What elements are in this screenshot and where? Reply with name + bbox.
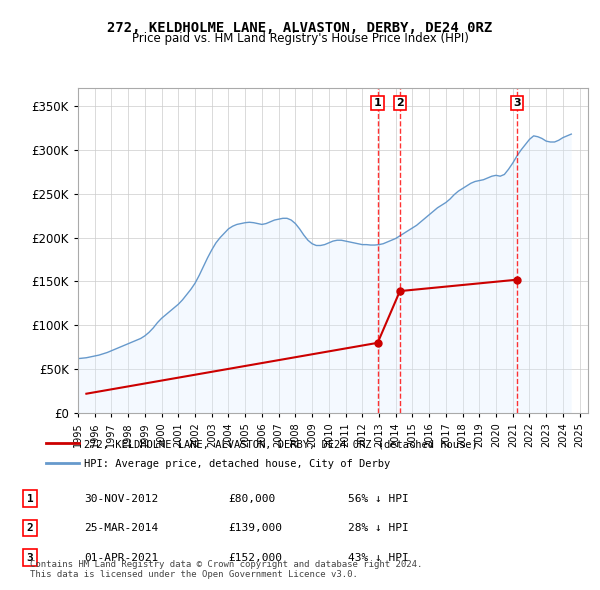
- Text: 3: 3: [513, 98, 521, 108]
- Text: 56% ↓ HPI: 56% ↓ HPI: [348, 494, 409, 503]
- Text: £152,000: £152,000: [228, 553, 282, 562]
- Text: 1: 1: [26, 494, 34, 503]
- Text: 43% ↓ HPI: 43% ↓ HPI: [348, 553, 409, 562]
- Text: 272, KELDHOLME LANE, ALVASTON, DERBY, DE24 0RZ: 272, KELDHOLME LANE, ALVASTON, DERBY, DE…: [107, 21, 493, 35]
- Text: 3: 3: [26, 553, 34, 562]
- Text: £80,000: £80,000: [228, 494, 275, 503]
- Text: 01-APR-2021: 01-APR-2021: [84, 553, 158, 562]
- Text: 25-MAR-2014: 25-MAR-2014: [84, 523, 158, 533]
- Text: 2: 2: [396, 98, 404, 108]
- Text: HPI: Average price, detached house, City of Derby: HPI: Average price, detached house, City…: [84, 460, 390, 469]
- Text: 2: 2: [26, 523, 34, 533]
- Text: £139,000: £139,000: [228, 523, 282, 533]
- Text: 272, KELDHOLME LANE, ALVASTON, DERBY, DE24 0RZ (detached house): 272, KELDHOLME LANE, ALVASTON, DERBY, DE…: [84, 440, 478, 450]
- Text: Contains HM Land Registry data © Crown copyright and database right 2024.
This d: Contains HM Land Registry data © Crown c…: [30, 560, 422, 579]
- Text: 30-NOV-2012: 30-NOV-2012: [84, 494, 158, 503]
- Text: 28% ↓ HPI: 28% ↓ HPI: [348, 523, 409, 533]
- Text: 1: 1: [374, 98, 382, 108]
- Text: Price paid vs. HM Land Registry's House Price Index (HPI): Price paid vs. HM Land Registry's House …: [131, 32, 469, 45]
